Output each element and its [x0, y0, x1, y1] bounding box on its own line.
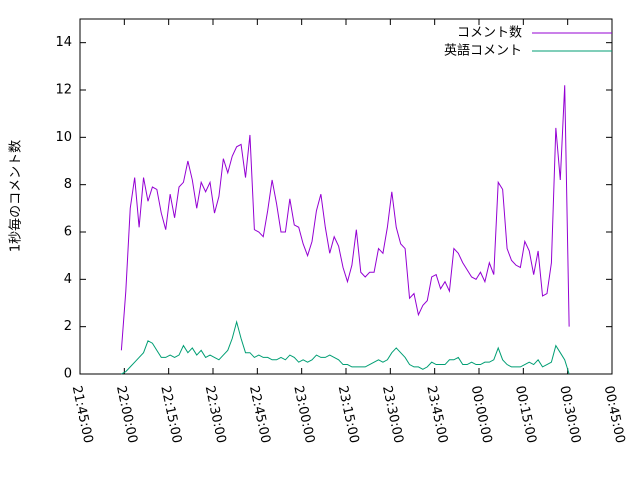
series-line — [121, 319, 570, 375]
x-tick-label: 22:45:00 — [246, 384, 273, 444]
y-tick-label: 2 — [64, 319, 72, 334]
x-tick-label: 23:00:00 — [290, 384, 317, 444]
legend-label: コメント数 — [457, 26, 522, 41]
x-tick-label: 21:45:00 — [69, 384, 96, 444]
x-tick-label: 00:00:00 — [468, 384, 495, 444]
y-axis-label: 1秒毎のコメント数 — [8, 140, 24, 252]
x-tick-label: 23:15:00 — [335, 384, 362, 444]
y-tick-label: 6 — [64, 225, 72, 240]
plot-frame — [79, 18, 613, 375]
x-tick-label: 22:00:00 — [113, 384, 140, 444]
y-tick-label: 8 — [64, 177, 72, 192]
x-tick-label: 22:30:00 — [202, 384, 229, 444]
y-tick-label: 12 — [55, 83, 72, 98]
series-line — [120, 85, 570, 351]
x-tick-label: 23:45:00 — [423, 384, 450, 444]
x-tick-label: 22:15:00 — [157, 384, 184, 444]
y-tick-label: 10 — [55, 130, 72, 145]
x-tick-label: 00:30:00 — [556, 384, 583, 444]
x-tick-label: 00:15:00 — [512, 384, 539, 444]
y-tick-label: 0 — [64, 367, 72, 382]
y-tick-label: 4 — [64, 272, 72, 287]
x-tick-label: 23:30:00 — [379, 384, 406, 444]
y-tick-label: 14 — [55, 35, 72, 50]
x-tick-label: 00:45:00 — [601, 384, 628, 444]
legend-label: 英語コメント — [444, 43, 522, 59]
